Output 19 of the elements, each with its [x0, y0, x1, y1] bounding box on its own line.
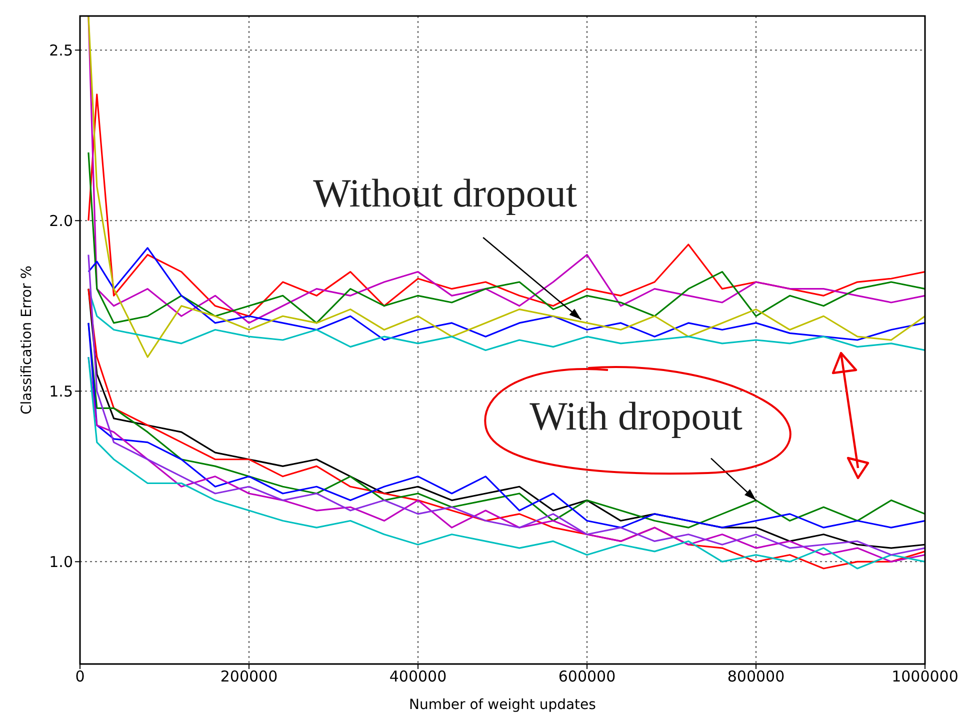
- y-tick-label: 2.0: [49, 212, 73, 230]
- x-tick-label: 600000: [558, 668, 616, 686]
- annotation: With dropout: [530, 393, 742, 438]
- x-tick-label: 0: [75, 668, 85, 686]
- y-tick-label: 1.0: [49, 553, 73, 572]
- line-series: [88, 288, 925, 352]
- annotation: Without dropout: [313, 170, 578, 216]
- x-tick-label: 200000: [220, 668, 278, 686]
- line-series: [88, 152, 925, 324]
- x-tick-label: 800000: [727, 668, 785, 686]
- x-tick-label: 1000000: [892, 668, 958, 686]
- line-series: [88, 247, 925, 341]
- line-series: [88, 322, 925, 528]
- y-tick-label: 1.5: [49, 382, 73, 400]
- y-axis-title: Classification Error %: [18, 266, 35, 414]
- x-tick-label: 400000: [389, 668, 447, 686]
- line-series: [88, 94, 925, 317]
- y-tick-label: 2.5: [49, 41, 73, 60]
- x-axis-title: Number of weight updates: [409, 697, 596, 713]
